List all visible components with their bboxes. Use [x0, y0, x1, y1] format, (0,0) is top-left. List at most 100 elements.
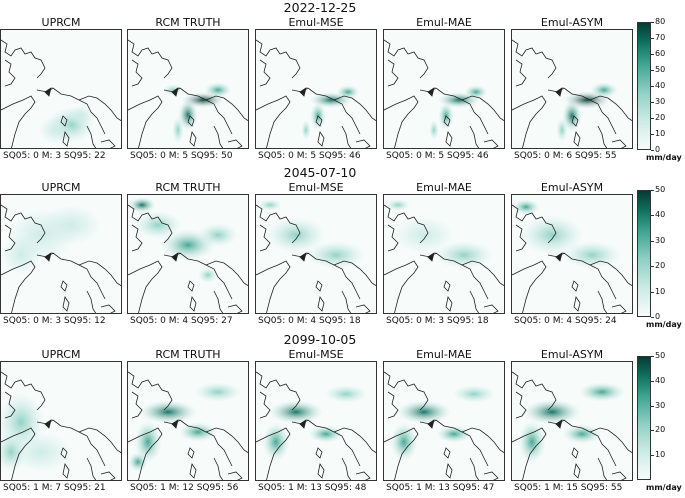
precip-cell: [324, 385, 368, 403]
coastline: [259, 391, 271, 419]
coastline: [205, 95, 248, 122]
marker-icon: [44, 252, 52, 262]
coastline: [62, 462, 70, 479]
precip-cell: [518, 420, 546, 464]
coastline: [445, 130, 453, 147]
precip-cell: [198, 223, 238, 247]
coastline: [445, 295, 453, 312]
coastline: [387, 59, 399, 87]
colorbar-tick-label: 80: [655, 17, 666, 26]
coastline: [100, 471, 116, 480]
colorbar-tick: [651, 380, 654, 382]
panel-title: Emul-MSE: [288, 181, 344, 194]
coastline: [512, 260, 547, 313]
coastline: [1, 95, 36, 148]
coastline: [227, 139, 243, 148]
coastline: [384, 260, 419, 313]
coastline: [589, 427, 632, 454]
colorbar-unit: mm/day: [646, 153, 682, 162]
colorbar-tick: [651, 317, 654, 318]
precip-cell: [562, 241, 622, 269]
coastline: [1, 427, 36, 480]
coastline: [187, 115, 195, 127]
coastline: [384, 371, 429, 411]
precip-cell: [308, 425, 344, 443]
map-panel: [0, 361, 122, 481]
stats-label: SQ05: 0 M: 5 SQ95: 50: [130, 151, 233, 161]
colorbar: [637, 22, 651, 150]
precipitation-map: [128, 362, 248, 480]
precip-cell: [194, 382, 242, 402]
coastline: [213, 290, 224, 313]
coastline: [483, 139, 499, 148]
coastline: [443, 280, 451, 292]
coastline: [515, 391, 527, 419]
coastline: [333, 95, 376, 122]
map-panel: [383, 194, 505, 314]
panel-title: Emul-ASYM: [540, 16, 604, 29]
precip-cell: [394, 217, 454, 253]
precip-cell: [396, 400, 452, 424]
row-title: 2045-07-10: [283, 165, 357, 180]
precip-cell: [1, 235, 41, 275]
map-panel: [511, 29, 633, 149]
coastline: [128, 427, 163, 480]
precipitation-map: [512, 195, 632, 313]
colorbar-tick-label: 10: [655, 286, 666, 296]
coastline: [355, 304, 371, 313]
precip-cell: [590, 82, 618, 98]
stats-label: SQ05: 1 M: 7 SQ95: 21: [3, 483, 106, 493]
coastline: [461, 260, 504, 287]
coastline: [333, 427, 376, 454]
precip-cell: [390, 422, 418, 462]
coastline: [128, 371, 173, 411]
marker-icon: [44, 87, 52, 97]
marker-icon: [171, 87, 179, 97]
colorbar-tick-label: 30: [655, 97, 666, 106]
map-panel: [127, 194, 249, 314]
precipitation-map: [512, 362, 632, 480]
precipitation-map: [384, 362, 504, 480]
panel-title: RCM TRUTH: [155, 16, 221, 29]
coastline: [205, 260, 248, 287]
precipitation-map: [384, 30, 504, 148]
coastline: [515, 59, 527, 87]
colorbar-tick: [651, 215, 654, 217]
coastline: [189, 295, 197, 312]
coastline: [597, 125, 608, 148]
stats-label: SQ05: 0 M: 3 SQ95: 12: [3, 316, 106, 326]
precip-cell: [41, 205, 101, 245]
precip-cell: [429, 120, 439, 140]
coastline: [384, 39, 429, 79]
coastline: [62, 295, 70, 312]
panel-title: Emul-MSE: [288, 16, 344, 29]
precip-cell: [198, 267, 218, 283]
coastline: [86, 125, 97, 148]
colorbar-tick: [651, 150, 654, 151]
panel-title: Emul-ASYM: [540, 348, 604, 361]
colorbar-tick-label: 40: [655, 81, 666, 90]
coastline: [256, 39, 301, 79]
precip-cell: [134, 211, 182, 239]
coastline: [469, 290, 480, 313]
colorbar-tick: [651, 22, 654, 23]
coastline: [60, 447, 68, 459]
coastline: [469, 125, 480, 148]
precipitation-map: [1, 30, 121, 148]
precipitation-map: [256, 195, 376, 313]
coastline: [571, 115, 579, 127]
colorbar-tick: [651, 430, 654, 432]
stats-label: SQ05: 0 M: 5 SQ95: 46: [386, 151, 489, 161]
colorbar-tick-label: 40: [655, 210, 666, 220]
colorbar-tick-label: 50: [655, 65, 666, 74]
coastline: [355, 471, 371, 480]
precip-cell: [386, 199, 410, 211]
coastline: [573, 295, 581, 312]
precip-cell: [262, 422, 290, 462]
colorbar: [637, 356, 651, 480]
coastline: [256, 371, 301, 411]
coastline: [187, 447, 195, 459]
coastline: [100, 304, 116, 313]
coastline: [597, 290, 608, 313]
marker-icon: [427, 87, 435, 97]
